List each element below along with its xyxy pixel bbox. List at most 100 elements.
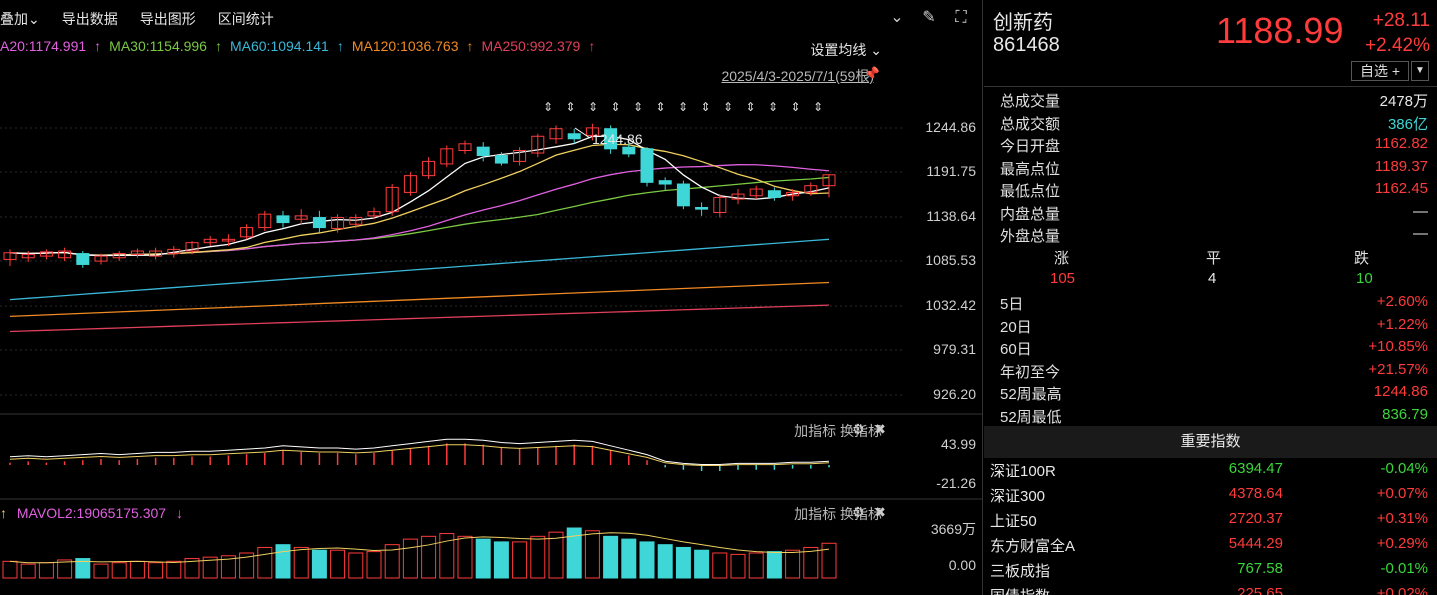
- stat-value: 1162.82: [1374, 135, 1428, 152]
- index-row[interactable]: 深证300 4378.64 +0.07%: [990, 485, 1428, 510]
- period-value: 836.79: [1382, 405, 1428, 423]
- index-name: 上证50: [990, 513, 1037, 530]
- arrow-marker: ⇕: [768, 100, 778, 114]
- up-count: 105: [1050, 270, 1076, 287]
- close-icon[interactable]: ✖: [874, 504, 886, 520]
- volume-bar: [220, 555, 236, 579]
- stat-row: 最高点位 1189.37: [1000, 158, 1428, 180]
- candle-body: [458, 143, 472, 152]
- stock-name: 创新药: [993, 12, 1053, 34]
- index-row[interactable]: 三板成指 767.58 -0.01%: [990, 560, 1428, 585]
- change-indicator-button[interactable]: 换指标: [840, 423, 882, 439]
- arrow-marker: ⇕: [745, 100, 755, 114]
- index-row[interactable]: 上证50 2720.37 +0.31%: [990, 510, 1428, 535]
- chart-area[interactable]: 叠加⌄ 导出数据 导出图形 区间统计 ⌄ ✎ ⛶ A20:1174.991 ↑ …: [0, 0, 983, 595]
- stat-value: 386亿: [1387, 115, 1428, 133]
- index-change: -0.01%: [1380, 560, 1428, 577]
- period-row: 年初至今 +21.57%: [1000, 361, 1428, 383]
- index-row[interactable]: 深证100R 6394.47 -0.04%: [990, 460, 1428, 485]
- stat-value: —: [1413, 202, 1428, 220]
- volume-bar: [748, 552, 764, 579]
- watchlist-dropdown[interactable]: ▼: [1411, 61, 1429, 81]
- stat-row: 外盘总量 —: [1000, 225, 1428, 247]
- candle-body: [21, 253, 35, 259]
- overlay-button[interactable]: 叠加⌄: [0, 11, 40, 27]
- candle-body: [585, 127, 599, 136]
- ma10-line: [9, 143, 830, 256]
- ma-settings-button[interactable]: 设置均线 ⌄: [810, 42, 882, 58]
- ma120-label: MA120:1036.763: [351, 38, 459, 54]
- volume-bar: [439, 533, 455, 579]
- close-icon[interactable]: ✖: [874, 421, 886, 437]
- gear-icon[interactable]: ⚙: [851, 504, 865, 520]
- candle-body: [676, 183, 690, 207]
- arrow-marker: ⇕: [588, 100, 598, 114]
- index-row[interactable]: 东方财富全A 5444.29 +0.29%: [990, 535, 1428, 560]
- index-price: 767.58: [1237, 560, 1283, 577]
- stock-price: 1188.99: [1216, 10, 1344, 51]
- stat-row: 今日开盘 1162.82: [1000, 135, 1428, 157]
- up-arrow-icon: ↑: [0, 505, 7, 521]
- gear-icon[interactable]: ⚙: [851, 421, 865, 437]
- add-indicator-button[interactable]: 加指标: [794, 423, 837, 439]
- volume-bar: [475, 538, 491, 579]
- period-row: 52周最高 1244.86: [1000, 383, 1428, 405]
- index-name: 国债指数: [990, 585, 1050, 595]
- price-tick: 1191.75: [926, 163, 976, 179]
- candle-body: [367, 211, 381, 217]
- volume-bar: [239, 552, 255, 579]
- macd-dif-line: [9, 438, 830, 465]
- volume-bar: [639, 541, 655, 579]
- brush-icon[interactable]: ✎: [922, 9, 936, 26]
- fullscreen-icon[interactable]: ⛶: [955, 9, 967, 26]
- volume-bar: [384, 544, 400, 579]
- volume-bar: [184, 558, 200, 579]
- candle-body: [221, 238, 235, 242]
- candle-body: [76, 253, 90, 265]
- period-value: +10.85%: [1368, 338, 1428, 355]
- candle-body: [385, 186, 399, 213]
- period-value: +1.22%: [1376, 315, 1428, 333]
- volume-bar: [694, 549, 710, 579]
- price-tick: 1138.64: [926, 208, 976, 224]
- range-stats-button[interactable]: 区间统计: [217, 11, 274, 27]
- volume-legend: ↑ MAVOL2:19065175.307 ↓: [0, 505, 183, 521]
- stat-label: 外盘总量: [1000, 228, 1061, 245]
- export-data-button[interactable]: 导出数据: [61, 11, 118, 27]
- period-value: 1244.86: [1373, 383, 1428, 400]
- quote-panel: 创新药 861468 1188.99 +28.11 +2.42% 自选 + ▼ …: [984, 0, 1437, 595]
- candle-body: [567, 133, 581, 140]
- candle-body: [749, 188, 763, 197]
- candle-body: [203, 238, 217, 244]
- export-chart-button[interactable]: 导出图形: [139, 11, 196, 27]
- volume-bar: [712, 552, 728, 579]
- pin-icon[interactable]: 📌: [863, 66, 880, 81]
- volume-bar: [366, 551, 382, 579]
- period-label: 年初至今: [1000, 363, 1061, 381]
- indices-title: 重要指数: [984, 426, 1437, 458]
- add-indicator-button[interactable]: 加指标: [794, 506, 837, 522]
- stat-row: 总成交额 386亿: [1000, 113, 1428, 135]
- index-row[interactable]: 国债指数 225.65 +0.02%: [990, 585, 1428, 595]
- candle-body: [440, 148, 454, 165]
- change-indicator-button[interactable]: 换指标: [840, 506, 882, 522]
- candle-body: [312, 217, 326, 229]
- date-range-label[interactable]: 2025/4/3-2025/7/1(59根): [721, 68, 874, 84]
- volume-bar: [20, 563, 36, 579]
- ma20-label: A20:1174.991: [0, 38, 87, 54]
- index-name: 三板成指: [990, 563, 1051, 580]
- arrow-marker: ⇕: [633, 100, 643, 114]
- price-tick: 1085.53: [925, 252, 976, 268]
- volume-bar: [730, 553, 746, 579]
- chevron-circle-icon[interactable]: ⌄: [890, 9, 904, 26]
- volume-bar: [93, 563, 109, 579]
- volume-bar: [621, 538, 637, 579]
- volume-bar: [821, 542, 837, 579]
- candle-body: [39, 251, 53, 257]
- period-row: 52周最低 836.79: [1000, 406, 1428, 428]
- volume-bar: [275, 544, 291, 579]
- kline-chart[interactable]: ⇕ ⇕ ⇕ ⇕ ⇕ ⇕ ⇕ ⇕ ⇕ ⇕ ⇕ ⇕ ⇕: [0, 0, 983, 595]
- stat-label: 内盘总量: [1000, 205, 1061, 223]
- watchlist-button[interactable]: 自选 +: [1351, 61, 1409, 81]
- ma-legend: A20:1174.991 ↑ MA30:1154.996 ↑ MA60:1094…: [0, 38, 603, 60]
